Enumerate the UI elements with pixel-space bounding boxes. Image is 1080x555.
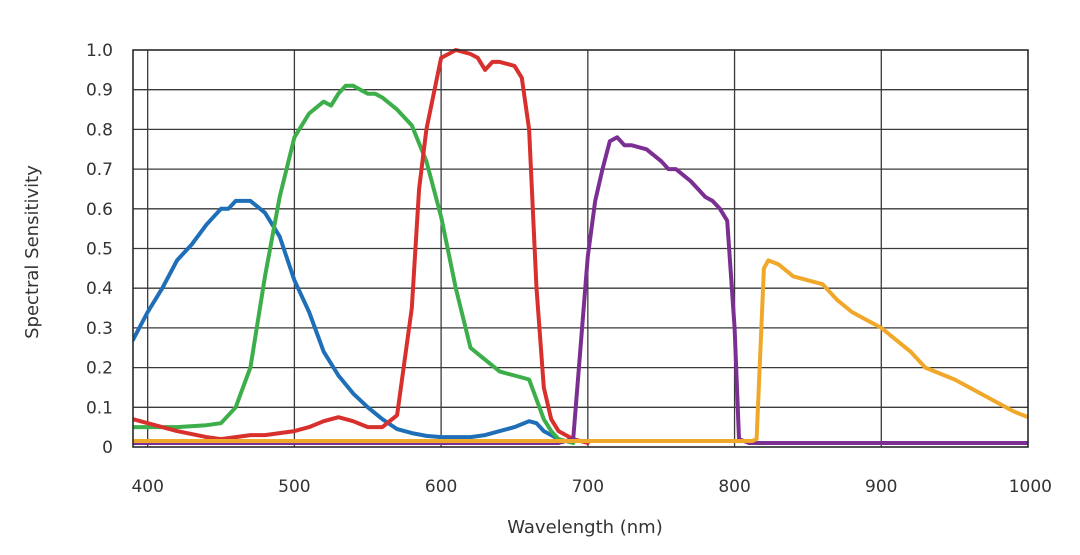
y-tick-label: 0.7	[86, 160, 113, 180]
x-tick-labels: 400 500 600 700 800 900 1000	[131, 477, 1052, 497]
y-tick-label: 0.8	[86, 120, 113, 140]
orange-series-line	[133, 258, 1028, 443]
plot-frame	[132, 49, 1029, 448]
x-tick-label: 600	[425, 477, 457, 497]
x-tick-label: 900	[865, 477, 897, 497]
x-tick-label: 400	[131, 477, 163, 497]
y-tick-label: 0.9	[86, 81, 113, 101]
grid	[133, 50, 1028, 447]
y-tick-label: 0.5	[86, 240, 113, 260]
x-tick-label: 700	[572, 477, 604, 497]
x-axis-title: Wavelength (nm)	[507, 517, 663, 538]
blue-series-line	[133, 198, 561, 442]
purple-series-line	[133, 135, 1028, 445]
series-layer	[133, 48, 1028, 445]
y-tick-labels: 0 0.1 0.2 0.3 0.4 0.5 0.6 0.7 0.8 0.9 1.0	[86, 41, 113, 458]
y-tick-label: 0.6	[86, 200, 113, 220]
y-tick-label: 0.4	[86, 279, 113, 299]
y-tick-label: 0	[102, 438, 113, 458]
x-tick-label: 500	[278, 477, 310, 497]
y-tick-label: 0.1	[86, 398, 113, 418]
y-tick-label: 1.0	[86, 41, 113, 61]
x-tick-label: 800	[718, 477, 750, 497]
red-series-line	[133, 48, 590, 445]
y-tick-label: 0.2	[86, 359, 113, 379]
x-tick-label: 1000	[1009, 477, 1052, 497]
green-series-line	[133, 83, 576, 445]
y-tick-label: 0.3	[86, 319, 113, 339]
y-axis-title: Spectral Sensitivity	[22, 165, 43, 339]
